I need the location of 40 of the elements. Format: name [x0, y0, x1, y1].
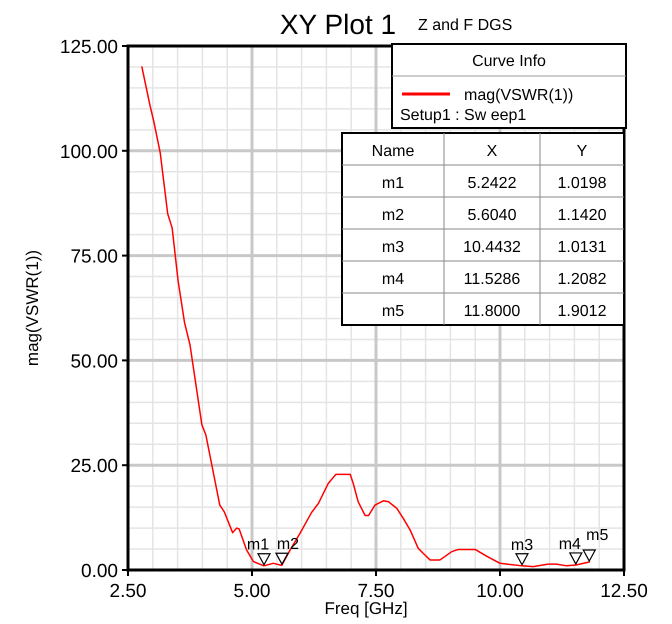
x-axis-title: Freq [GHz]: [324, 599, 408, 618]
x-tick-label: 7.50: [358, 581, 394, 602]
legend-title: Curve Info: [472, 53, 546, 70]
annotation: Y: [576, 143, 588, 160]
annotation: 5.6040: [468, 207, 517, 224]
annotation: 1.1420: [558, 207, 607, 224]
annotation: m4: [558, 536, 582, 553]
x-tick-label: 12.50: [600, 581, 648, 602]
annotation: 1.2082: [558, 271, 607, 288]
text: m3: [382, 239, 404, 256]
y-tick-label: 125.00: [60, 37, 118, 58]
annotation: Name: [372, 143, 414, 160]
chart-title: XY Plot 1: [280, 9, 396, 40]
y-tick-label: 75.00: [70, 246, 118, 268]
y-tick-label: 25.00: [70, 456, 118, 478]
text: m2: [382, 207, 404, 224]
annotation: 10.4432: [463, 239, 522, 256]
legend-label: mag(VSWR(1)): [464, 87, 574, 104]
chart-subtitle: Z and F DGS: [418, 17, 512, 34]
annotation: 1.0198: [558, 175, 607, 192]
text: m4: [382, 271, 404, 288]
annotation: Setup1 : Sw eep1: [400, 107, 526, 124]
annotation: 1.0131: [558, 239, 607, 256]
annotation: m5: [586, 527, 608, 544]
annotation: m1: [246, 536, 270, 554]
x-tick-label: 5.00: [234, 581, 270, 602]
y-tick-label: 0.00: [81, 561, 118, 582]
x-tick-label: 10.00: [476, 581, 524, 602]
annotation: 11.8000: [464, 303, 520, 320]
y-tick-label: 50.00: [70, 351, 118, 372]
annotation: X: [486, 143, 498, 160]
text: m1: [382, 175, 404, 192]
annotation: m3: [510, 536, 534, 554]
y-axis-title: mag(VSWR(1)): [23, 250, 42, 366]
text: m5: [382, 303, 404, 320]
y-tick-label: 100.00: [60, 142, 118, 163]
annotation: 11.5286: [464, 271, 520, 288]
x-tick-label: 2.50: [110, 581, 146, 602]
annotation: 1.9012: [558, 303, 607, 320]
annotation: 5.2422: [468, 175, 517, 192]
